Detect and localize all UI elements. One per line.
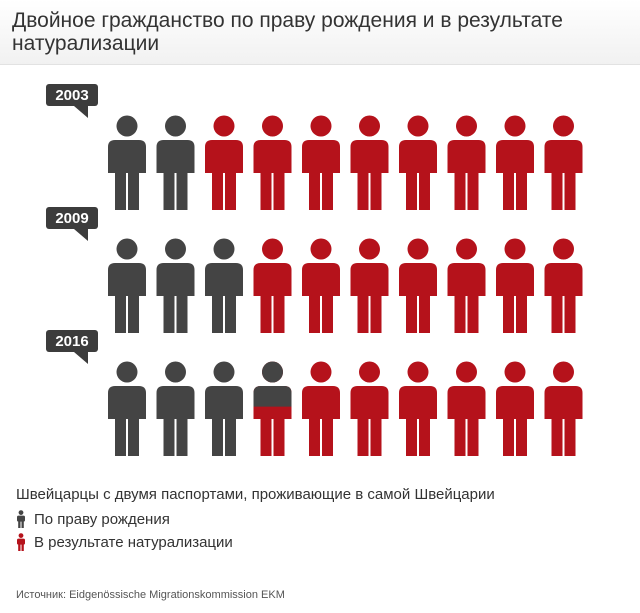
header: Двойное гражданство по праву рождения и … bbox=[0, 0, 640, 65]
person-icon bbox=[350, 115, 389, 210]
person-icon bbox=[205, 115, 243, 210]
person-icon bbox=[156, 115, 195, 210]
person-icon bbox=[302, 115, 340, 210]
person-icon bbox=[302, 238, 340, 333]
person-icon bbox=[156, 238, 195, 333]
person-icon bbox=[544, 238, 583, 333]
person-icon bbox=[544, 115, 583, 210]
person-icon bbox=[205, 361, 243, 456]
person-icon bbox=[108, 238, 146, 333]
pictogram-chart: 2003 2009 2016 bbox=[46, 84, 583, 456]
chart-title: Двойное гражданство по праву рождения и … bbox=[12, 9, 563, 55]
legend-label-by-birth: По праву рождения bbox=[34, 510, 170, 528]
year-text: 2009 bbox=[55, 210, 88, 227]
year-text: 2016 bbox=[55, 333, 88, 350]
person-icon bbox=[544, 361, 583, 456]
source-note: Источник: Eidgenössische Migrationskommi… bbox=[16, 589, 285, 601]
person-icon bbox=[350, 238, 389, 333]
legend-item-by-birth: По праву рождения bbox=[16, 509, 170, 529]
legend-item-naturalized: В результате натурализации bbox=[16, 532, 233, 552]
year-text: 2003 bbox=[55, 87, 88, 104]
person-icon bbox=[205, 238, 243, 333]
legend-label-naturalized: В результате натурализации bbox=[34, 533, 233, 551]
person-icon bbox=[108, 361, 146, 456]
year-label-2016: 2016 bbox=[46, 330, 98, 364]
person-icon bbox=[350, 361, 389, 456]
person-icon bbox=[496, 115, 534, 210]
person-icon bbox=[447, 115, 486, 210]
person-icon bbox=[253, 361, 292, 456]
person-icon bbox=[399, 115, 437, 210]
person-icon bbox=[496, 361, 534, 456]
person-icon bbox=[496, 238, 534, 333]
year-label-2003: 2003 bbox=[46, 84, 98, 118]
person-icon bbox=[17, 510, 25, 528]
person-icon bbox=[253, 115, 292, 210]
person-icon bbox=[108, 115, 146, 210]
person-icon bbox=[447, 361, 486, 456]
year-label-2009: 2009 bbox=[46, 207, 98, 241]
person-icon bbox=[302, 361, 340, 456]
person-icon bbox=[447, 238, 486, 333]
person-icon bbox=[253, 238, 292, 333]
person-icon bbox=[399, 238, 437, 333]
person-icon bbox=[156, 361, 195, 456]
person-icon bbox=[399, 361, 437, 456]
legend-title: Швейцарцы с двумя паспортами, проживающи… bbox=[16, 486, 495, 503]
person-icon bbox=[17, 533, 25, 551]
